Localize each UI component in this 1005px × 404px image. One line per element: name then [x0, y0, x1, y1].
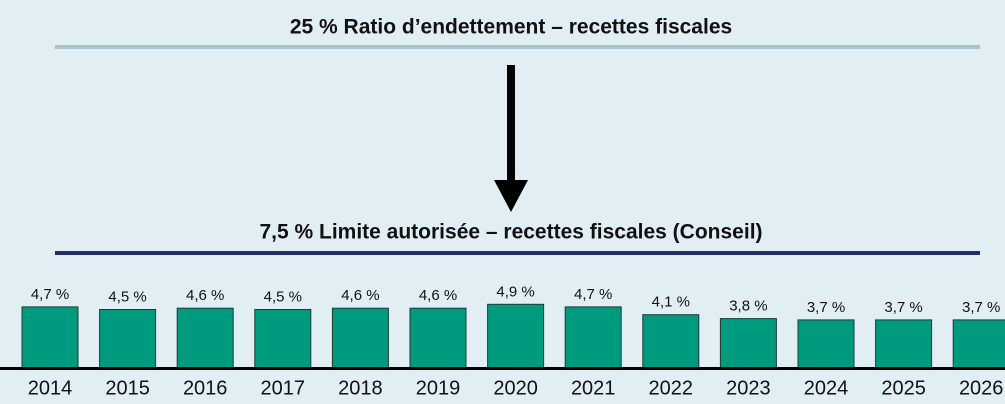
- bar: [564, 306, 622, 369]
- bar: [331, 307, 389, 369]
- value-label: 3,7 %: [807, 299, 845, 316]
- value-label: 4,7 %: [574, 286, 612, 303]
- x-tick-label: 2018: [338, 377, 383, 399]
- value-label: 4,6 %: [186, 287, 224, 304]
- bar: [176, 307, 234, 369]
- bar: [254, 309, 312, 369]
- x-tick-label: 2024: [804, 377, 849, 399]
- arrow-head: [494, 180, 528, 212]
- x-tick-label: 2017: [261, 377, 306, 399]
- x-tick-label: 2022: [649, 377, 694, 399]
- value-label: 4,9 %: [496, 283, 534, 300]
- bar: [797, 319, 855, 369]
- value-label: 3,7 %: [962, 299, 1000, 316]
- bar: [952, 319, 1005, 369]
- x-tick-label: 2020: [493, 377, 538, 399]
- bar: [875, 319, 933, 369]
- bar: [719, 318, 777, 369]
- x-tick-label: 2023: [726, 377, 771, 399]
- value-label: 3,8 %: [729, 298, 767, 315]
- bar: [642, 314, 700, 369]
- x-tick-label: 2026: [959, 377, 1004, 399]
- value-label: 4,6 %: [341, 287, 379, 304]
- subtitle-rule: [55, 251, 980, 255]
- arrow-shaft: [507, 65, 515, 185]
- value-label: 4,6 %: [419, 287, 457, 304]
- bar: [99, 309, 157, 369]
- value-label: 4,5 %: [264, 288, 302, 305]
- bar: [21, 306, 79, 369]
- value-label: 4,7 %: [31, 286, 69, 303]
- x-tick-label: 2021: [571, 377, 616, 399]
- title-rule: [55, 45, 980, 49]
- chart-subtitle: 7,5 % Limite autorisée – recettes fiscal…: [259, 221, 762, 244]
- x-tick-label: 2025: [881, 377, 926, 399]
- x-tick-label: 2019: [416, 377, 461, 399]
- baseline: [0, 367, 1005, 370]
- value-label: 3,7 %: [884, 299, 922, 316]
- x-tick-label: 2016: [183, 377, 228, 399]
- chart-title: 25 % Ratio d’endettement – recettes fisc…: [290, 16, 732, 39]
- value-label: 4,1 %: [652, 294, 690, 311]
- x-tick-label: 2015: [105, 377, 150, 399]
- value-label: 4,5 %: [108, 288, 146, 305]
- bar: [409, 307, 467, 369]
- bar: [487, 303, 545, 369]
- x-tick-label: 2014: [28, 377, 73, 399]
